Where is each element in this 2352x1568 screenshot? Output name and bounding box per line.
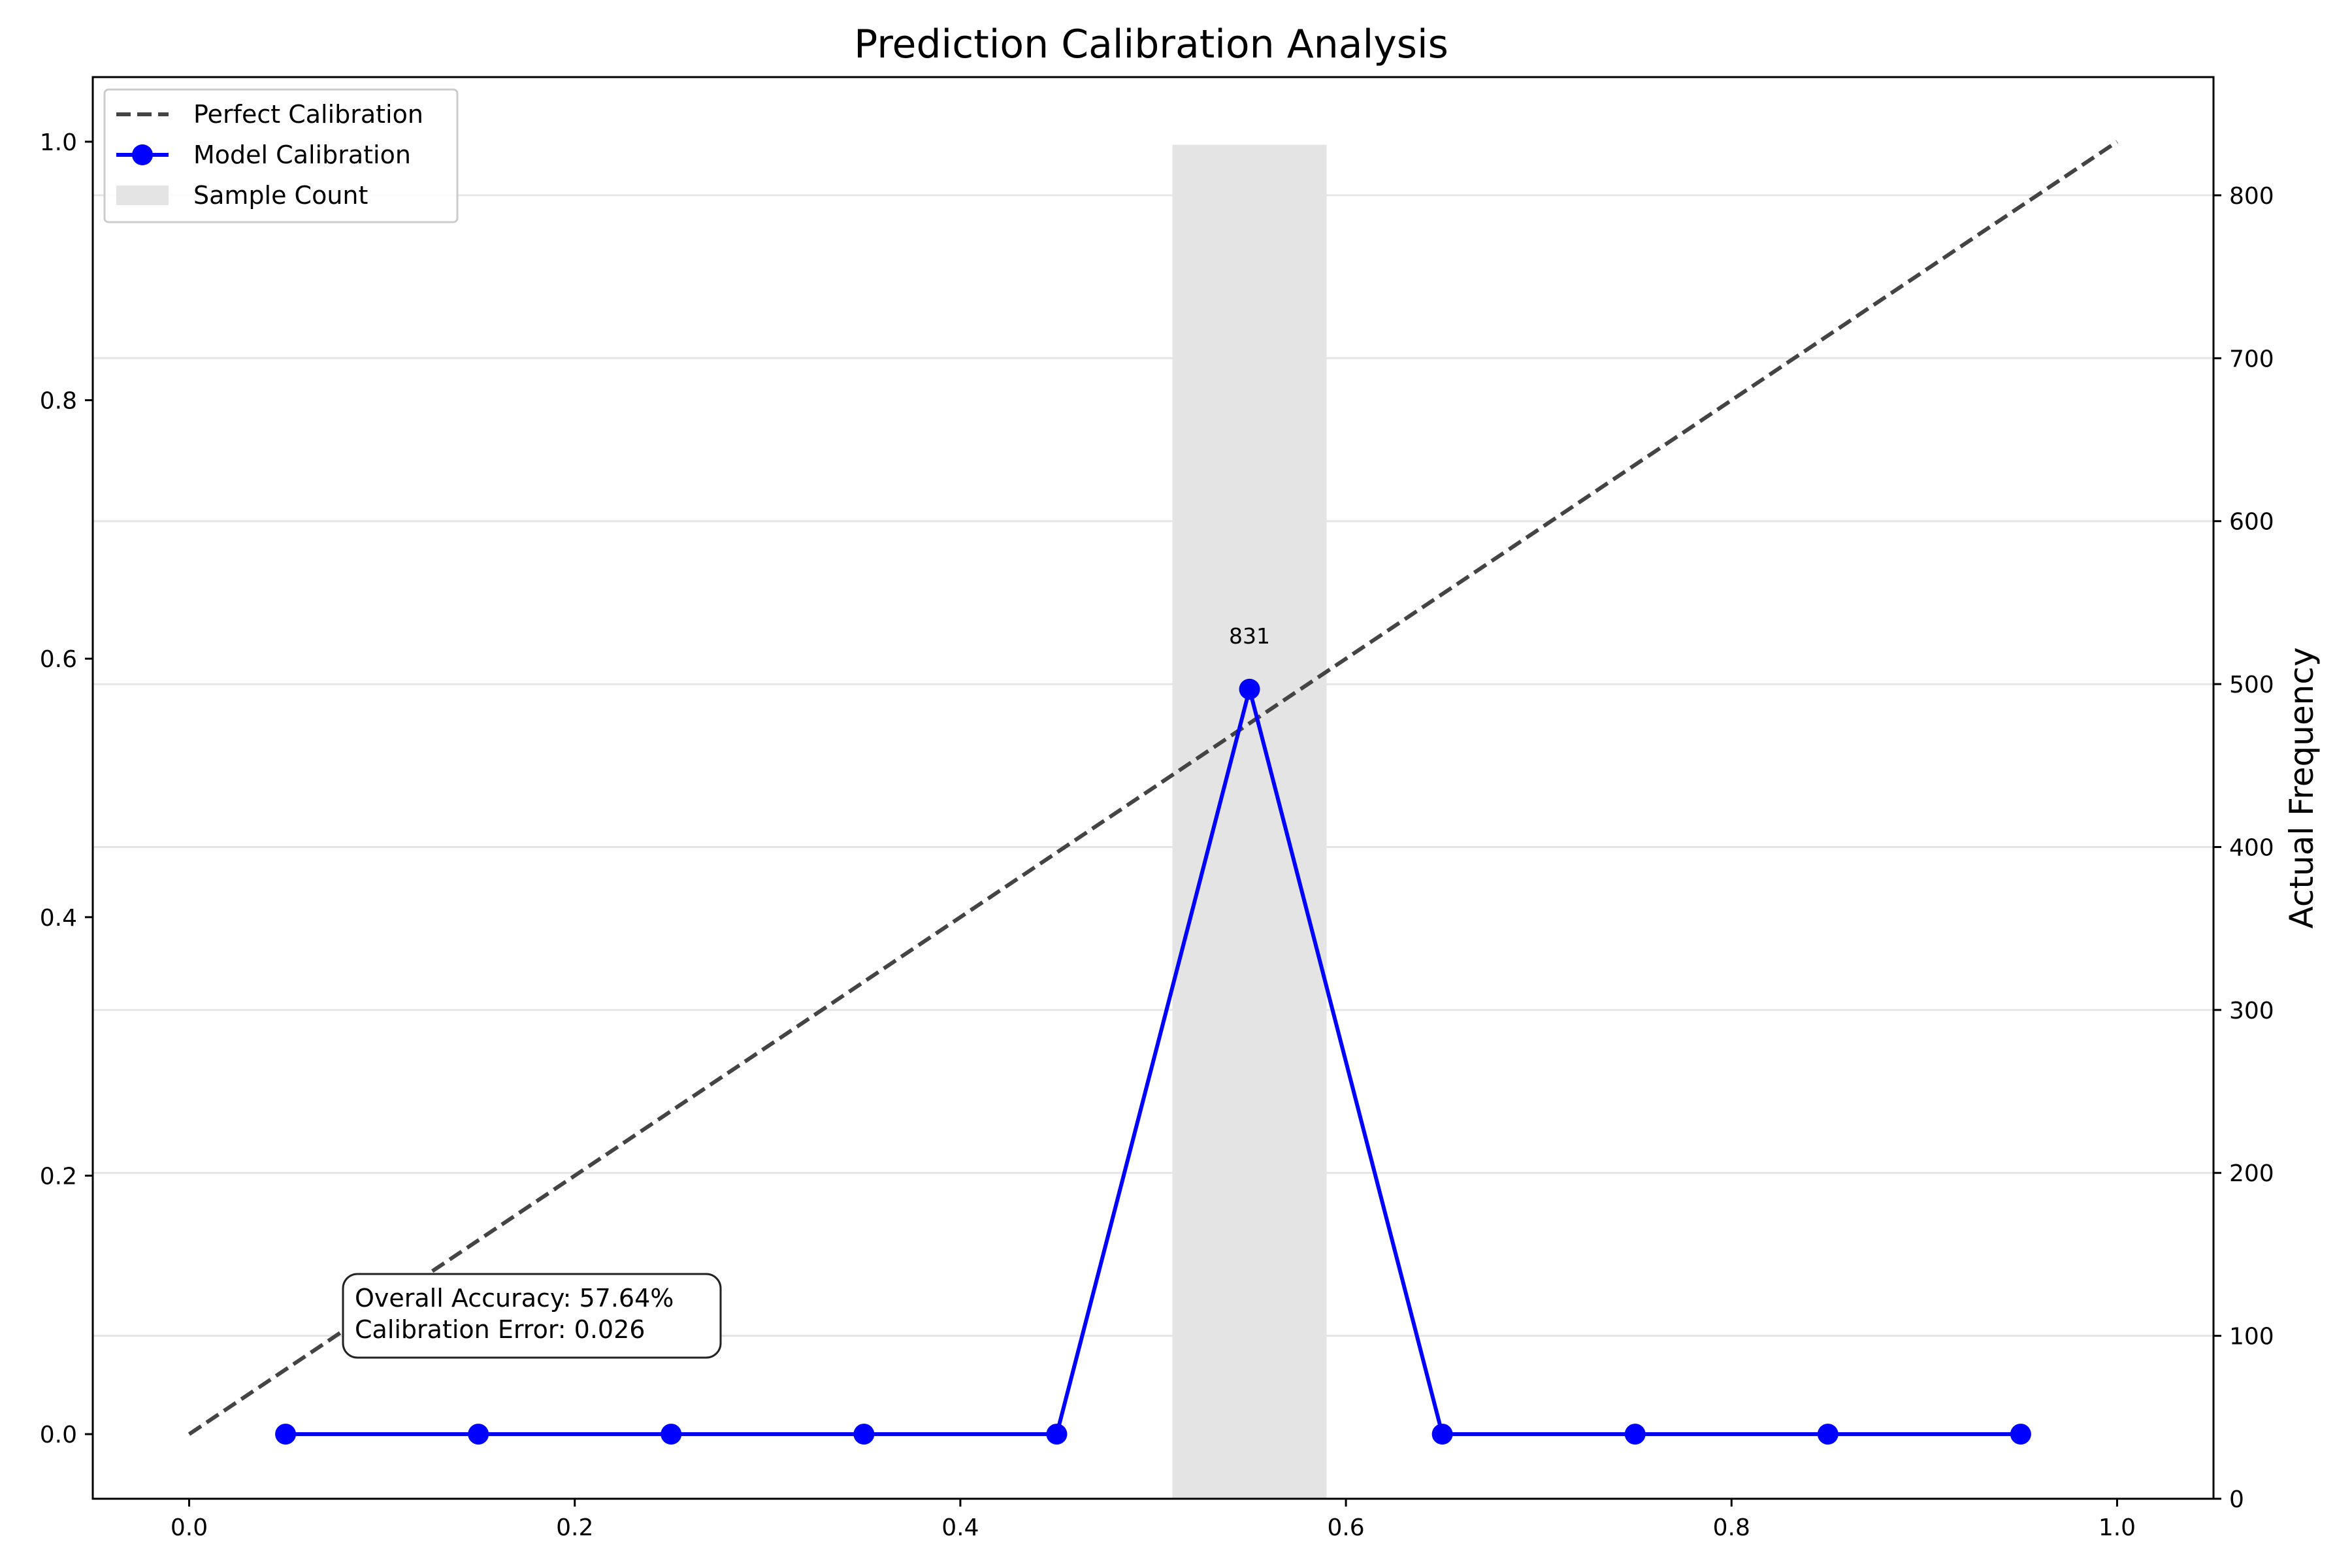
y-tick-label: 1.0 — [40, 129, 77, 156]
plot-frame — [91, 76, 2215, 1500]
model-calibration-point — [1817, 1424, 1838, 1445]
line-layer — [188, 140, 2119, 1437]
bar-layer — [1172, 144, 1327, 1499]
perfect-calibration-line — [188, 140, 2119, 1436]
marker-layer — [275, 678, 2031, 1445]
model-calibration-point — [853, 1424, 875, 1445]
y2-tick-label: 600 — [2229, 509, 2274, 536]
sample-count-label: 831 — [1229, 623, 1270, 649]
model-calibration-point — [1239, 678, 1260, 700]
y-tick-label: 0.6 — [40, 646, 77, 673]
overall-accuracy-text: Overall Accuracy: 57.64% — [355, 1284, 674, 1313]
model-calibration-point — [661, 1424, 682, 1445]
legend-model-calibration-label: Model Calibration — [193, 140, 411, 169]
y2-tick-label: 200 — [2229, 1160, 2274, 1187]
y2-tick-label: 400 — [2229, 834, 2274, 861]
calibration-error-text: Calibration Error: 0.026 — [355, 1315, 645, 1344]
legend-sample-count-swatch — [116, 186, 169, 205]
legend-sample-count-label: Sample Count — [193, 181, 368, 210]
model-calibration-point — [1046, 1424, 1068, 1445]
axis-layer: 0.0 0.2 0.4 0.6 0.8 1.0 0.0 0.2 0.4 0.6 0.8 1.0 0 100… — [40, 76, 2274, 1541]
x-tick-label: 0.8 — [1713, 1514, 1750, 1541]
y2-tick-label: 800 — [2229, 183, 2274, 210]
y2-tick-label: 300 — [2229, 998, 2274, 1024]
y2-tick-label: 500 — [2229, 672, 2274, 698]
model-calibration-point — [468, 1424, 489, 1445]
stats-annotation: Overall Accuracy: 57.64% Calibration Err… — [342, 1273, 722, 1359]
data-label-layer: 831 — [1229, 623, 1270, 649]
y-tick-label: 0.8 — [40, 388, 77, 415]
y-tick-label: 0.4 — [40, 905, 77, 932]
model-calibration-point — [1624, 1424, 1646, 1445]
x-tick-label: 1.0 — [2099, 1514, 2136, 1541]
legend-frame — [103, 88, 459, 223]
y2-tick-label: 0 — [2229, 1486, 2244, 1513]
y2-tick-label: 700 — [2229, 346, 2274, 372]
y2-axis-label: Actual Frequency — [2283, 647, 2321, 929]
chart-title: Prediction Calibration Analysis — [854, 22, 1448, 67]
x-tick-label: 0.4 — [941, 1514, 979, 1541]
model-calibration-point — [1431, 1424, 1453, 1445]
y-tick-label: 0.0 — [40, 1422, 77, 1448]
y-tick-label: 0.2 — [40, 1163, 77, 1190]
legend-model-calibration-marker — [132, 144, 153, 165]
x-tick-label: 0.0 — [171, 1514, 208, 1541]
legend-perfect-calibration-label: Perfect Calibration — [193, 100, 423, 129]
model-calibration-point — [275, 1424, 297, 1445]
model-calibration-line — [286, 687, 2021, 1437]
y2-tick-label: 100 — [2229, 1324, 2274, 1350]
sample-count-bar — [1172, 144, 1327, 1499]
model-calibration-point — [2010, 1424, 2031, 1445]
legend: Perfect Calibration Model Calibration Sa… — [103, 88, 459, 223]
x-tick-label: 0.6 — [1327, 1514, 1364, 1541]
stats-annotation-box — [342, 1273, 722, 1359]
x-tick-label: 0.2 — [556, 1514, 593, 1541]
